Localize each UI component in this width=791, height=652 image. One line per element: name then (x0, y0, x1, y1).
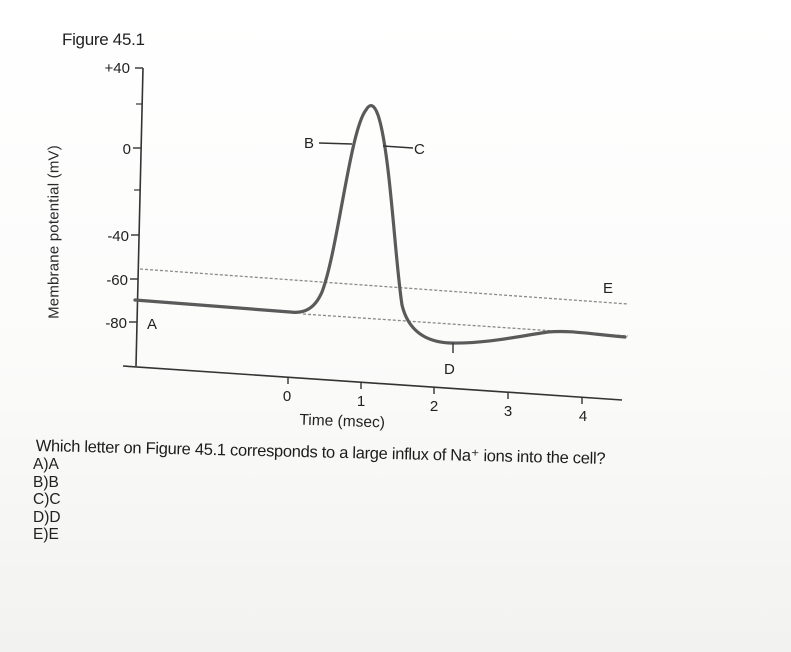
y-axis-label: Membrane potential (mV) (45, 145, 63, 319)
x-axis-label: Time (msec) (299, 412, 385, 432)
point-label-d: D (444, 361, 455, 378)
x-tick-label: 4 (579, 408, 587, 425)
figure-title: Figure 45.1 (62, 30, 145, 49)
choice-c: C)C (33, 491, 61, 509)
label-b-leader-line (318, 142, 353, 145)
answer-choices: A)A B)B C)C D)D E)E (33, 456, 61, 544)
x-tick-label: 0 (283, 388, 291, 405)
choice-a: A)A (33, 456, 59, 473)
y-tick-label: -80 (105, 315, 127, 332)
label-c-leader-line (382, 145, 414, 149)
choice-e: E)E (33, 526, 59, 544)
point-label-c: C (414, 141, 425, 158)
x-tick-label: 3 (504, 403, 512, 420)
choice-d: D)D (33, 508, 61, 526)
choice-b: B)B (33, 473, 59, 491)
x-tick-label: 1 (357, 393, 365, 410)
point-label-e: E (603, 280, 613, 297)
point-label-b: B (304, 135, 314, 152)
y-tick-label: -40 (107, 228, 129, 245)
x-tick-label: 2 (430, 398, 438, 415)
action-potential-curve (133, 104, 627, 345)
y-tick-label: +40 (105, 60, 130, 77)
point-label-a: A (147, 316, 157, 333)
threshold-dashed-line (139, 268, 629, 305)
x-axis-line (122, 365, 623, 401)
y-axis-line (135, 67, 144, 367)
y-tick-label: -60 (106, 272, 128, 289)
y-tick-label: 0 (123, 141, 131, 158)
